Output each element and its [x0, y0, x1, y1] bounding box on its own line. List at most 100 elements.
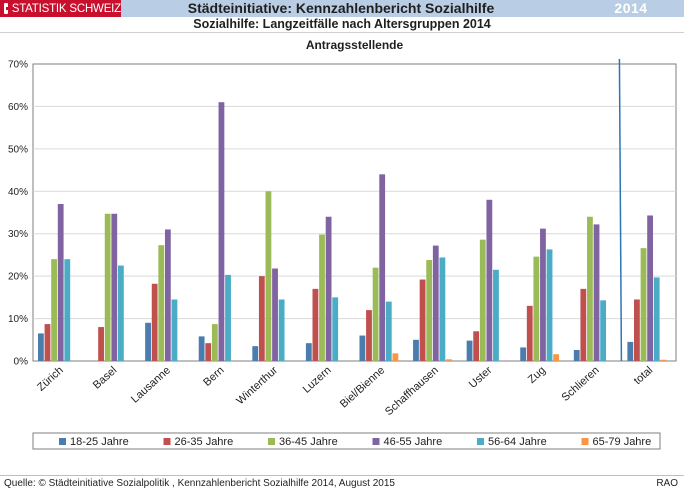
bar — [37, 333, 44, 361]
y-tick-label: 20% — [8, 272, 28, 283]
x-tick-label: Zug — [526, 364, 548, 386]
bar — [164, 229, 171, 361]
bar — [372, 267, 379, 361]
bar — [486, 199, 493, 361]
footer-divider — [0, 475, 684, 476]
legend-label: 65-79 Jahre — [593, 436, 652, 448]
legend-label: 26-35 Jahre — [175, 436, 234, 448]
bar — [493, 269, 499, 361]
bar — [145, 322, 151, 361]
swiss-cross-icon — [4, 3, 13, 14]
bar — [392, 353, 399, 361]
x-tick-label: Bern — [201, 364, 226, 388]
bar — [57, 204, 64, 361]
x-tick-label: Zürich — [35, 364, 66, 393]
bar — [647, 215, 654, 361]
bar — [111, 213, 118, 361]
x-tick-label: Luzern — [301, 364, 334, 395]
bar — [205, 343, 212, 361]
x-tick-label: Uster — [467, 364, 495, 391]
bar — [540, 228, 546, 361]
y-tick-label: 50% — [8, 144, 28, 155]
bar — [225, 274, 231, 361]
bar — [325, 216, 332, 361]
x-tick-label: Biel/Bienne — [338, 364, 387, 410]
report-year: 2014 — [614, 0, 648, 16]
bar — [526, 305, 533, 361]
bar — [312, 288, 319, 361]
legend-swatch — [372, 438, 380, 445]
bar — [573, 349, 580, 361]
bar — [44, 324, 51, 361]
bar — [171, 299, 178, 361]
bar — [479, 239, 486, 361]
bar — [272, 268, 278, 361]
bar — [98, 327, 104, 361]
bar — [446, 359, 452, 361]
legend-label: 56-64 Jahre — [488, 436, 547, 448]
divider-line — [618, 58, 623, 362]
plot-area — [32, 63, 677, 362]
bar — [158, 245, 165, 361]
bar — [366, 310, 372, 361]
bar — [426, 260, 433, 361]
bar — [198, 336, 205, 361]
legend-swatch — [477, 438, 484, 445]
bar — [117, 265, 124, 361]
y-tick-label: 30% — [8, 229, 28, 240]
y-tick-label: 10% — [8, 314, 28, 325]
brand-name: STATISTIK SCHWEIZ — [11, 2, 121, 15]
x-tick-label: total — [632, 364, 655, 387]
bar — [533, 256, 540, 361]
bar — [252, 346, 259, 361]
bar — [265, 191, 272, 361]
bar — [51, 259, 57, 361]
bar — [439, 257, 446, 361]
x-tick-label: Schlieren — [560, 364, 602, 404]
bar — [600, 300, 607, 361]
bar — [104, 213, 111, 361]
x-tick-label: Lausanne — [129, 364, 173, 405]
bar — [218, 102, 225, 361]
bar — [258, 276, 265, 361]
bar — [593, 224, 600, 361]
bar — [211, 324, 218, 361]
report-title: Städteinitiative: Kennzahlenbericht Sozi… — [187, 0, 495, 16]
bar — [653, 277, 660, 361]
bar — [473, 331, 480, 361]
legend-label: 46-55 Jahre — [384, 436, 443, 448]
bar — [466, 340, 473, 361]
bar — [660, 359, 667, 361]
bar — [520, 347, 527, 361]
legend-swatch — [581, 438, 589, 445]
bar — [305, 343, 312, 361]
bar — [546, 249, 553, 361]
bar — [379, 174, 386, 361]
bar — [587, 216, 593, 361]
bar — [432, 245, 439, 361]
footer-code: RAO — [656, 478, 678, 489]
chart-subtitle: Sozialhilfe: Langzeitfälle nach Altersgr… — [0, 17, 684, 33]
x-tick-label: Winterthur — [234, 364, 280, 407]
bar — [332, 297, 339, 361]
legend-label: 36-45 Jahre — [279, 436, 338, 448]
bar — [640, 248, 647, 361]
bar — [359, 335, 366, 361]
bar — [64, 259, 71, 361]
legend-box — [32, 432, 661, 450]
legend-swatch — [163, 438, 171, 445]
bar — [278, 299, 285, 361]
legend-swatch — [268, 438, 275, 445]
footer-source: Quelle: © Städteinitiative Sozialpolitik… — [4, 478, 395, 489]
y-tick-label: 70% — [8, 60, 28, 71]
bar-chart: Antragsstellende 0% 10% 20% 30% 40% 50% 60% 70% Z… — [8, 38, 677, 450]
bar — [634, 299, 640, 361]
y-tick-label: 40% — [8, 187, 28, 198]
x-tick-label: Basel — [91, 364, 119, 391]
bar — [419, 279, 426, 361]
bar — [319, 234, 325, 361]
bar — [580, 288, 587, 361]
legend-swatch — [59, 438, 66, 445]
x-tick-label: Schaffhausen — [383, 364, 441, 418]
bar — [151, 283, 158, 361]
